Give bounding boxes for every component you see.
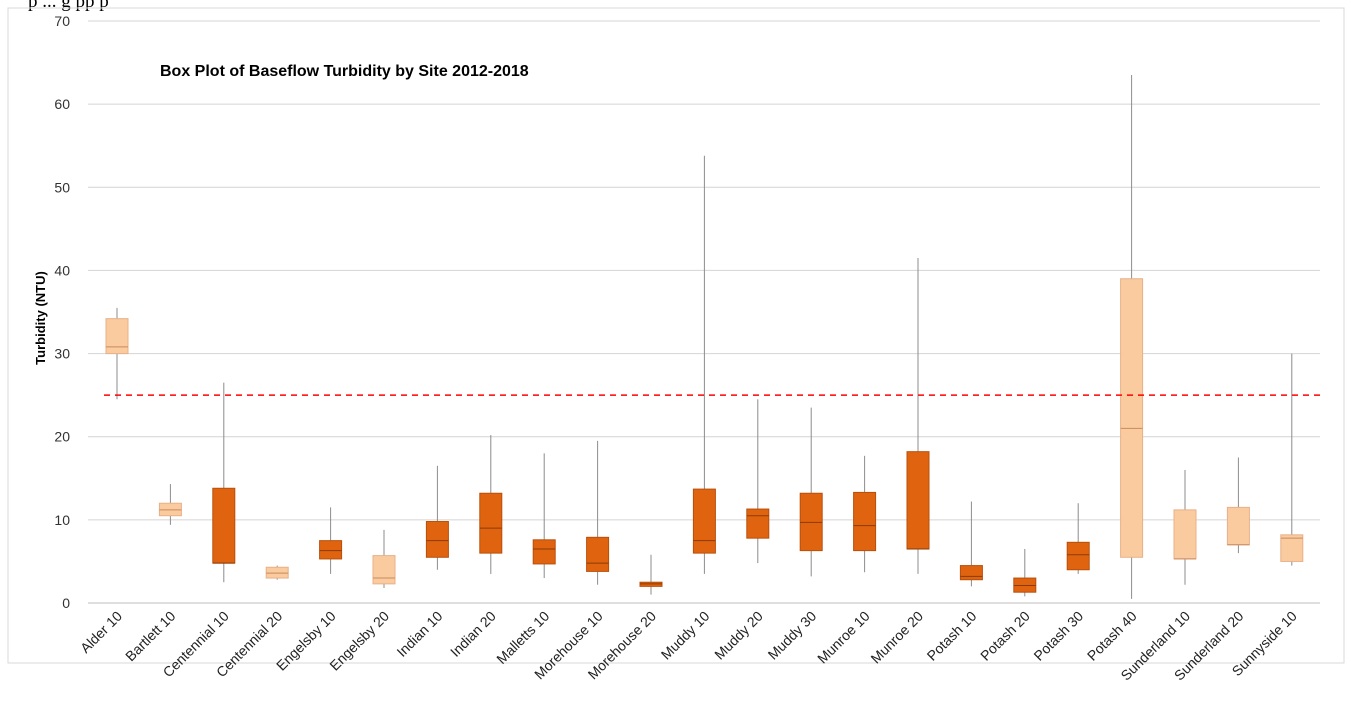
box-body [746,508,770,539]
box-10 [639,554,663,595]
box-body [1280,534,1304,562]
box-11 [692,155,716,574]
x-tick-label: Potash 30 [1030,608,1086,664]
x-tick-label: Muddy 20 [711,608,766,663]
y-tick-label: 10 [54,512,70,528]
y-tick-label: 60 [54,96,70,112]
box-7 [479,435,503,574]
box-5 [372,529,396,589]
y-tick-label: 30 [54,346,70,362]
box-9 [586,440,610,585]
box-17 [1013,548,1037,597]
box-body [372,555,396,585]
x-tick-label: Bartlett 10 [122,608,179,665]
header-text: p ... g pp p [28,0,109,12]
box-body [1120,278,1144,558]
x-tick-label: Muddy 30 [765,608,820,663]
box-body [1066,541,1090,571]
x-tick-label: Indian 10 [393,608,445,660]
box-20 [1173,469,1197,585]
box-16 [959,501,983,587]
chart-frame [7,7,1345,664]
box-body [532,539,556,565]
box-8 [532,453,556,579]
box-3 [265,565,289,580]
box-21 [1226,457,1250,554]
box-body [853,491,877,552]
box-13 [799,407,823,577]
box-4 [319,507,343,574]
y-tick-label: 0 [62,595,70,611]
y-axis-title: Turbidity (NTU) [33,271,48,365]
y-tick-label: 70 [54,13,70,29]
box-body [319,540,343,560]
box-14 [853,455,877,573]
box-15 [906,257,930,574]
box-body [105,318,129,355]
box-body [959,565,983,581]
box-body [425,521,449,558]
y-axis-ticks: 0 10 20 30 40 50 60 70 [54,13,70,611]
box-19 [1120,75,1144,599]
y-tick-label: 20 [54,429,70,445]
x-tick-label: Munroe 20 [867,608,926,667]
y-tick-label: 50 [54,179,70,195]
x-tick-label: Muddy 10 [658,608,713,663]
x-tick-label: Alder 10 [77,608,125,656]
boxes [105,75,1304,599]
x-tick-label: Potash 40 [1084,608,1140,664]
box-body [586,536,610,572]
y-tick-label: 40 [54,262,70,278]
box-18 [1066,503,1090,574]
x-tick-label: Indian 20 [447,608,499,660]
x-tick-label: Munroe 10 [814,608,873,667]
box-12 [746,399,770,564]
box-1 [158,484,182,525]
box-6 [425,465,449,570]
box-body [479,492,503,554]
box-body [906,451,930,550]
box-22 [1280,353,1304,566]
box-body [1226,506,1250,546]
box-body [212,487,236,564]
box-body [1173,509,1197,560]
box-2 [212,382,236,583]
box-0 [105,307,129,400]
x-tick-label: Potash 20 [977,608,1033,664]
chart-title: Box Plot of Baseflow Turbidity by Site 2… [160,63,529,80]
box-body [692,488,716,554]
x-tick-label: Potash 10 [924,608,980,664]
